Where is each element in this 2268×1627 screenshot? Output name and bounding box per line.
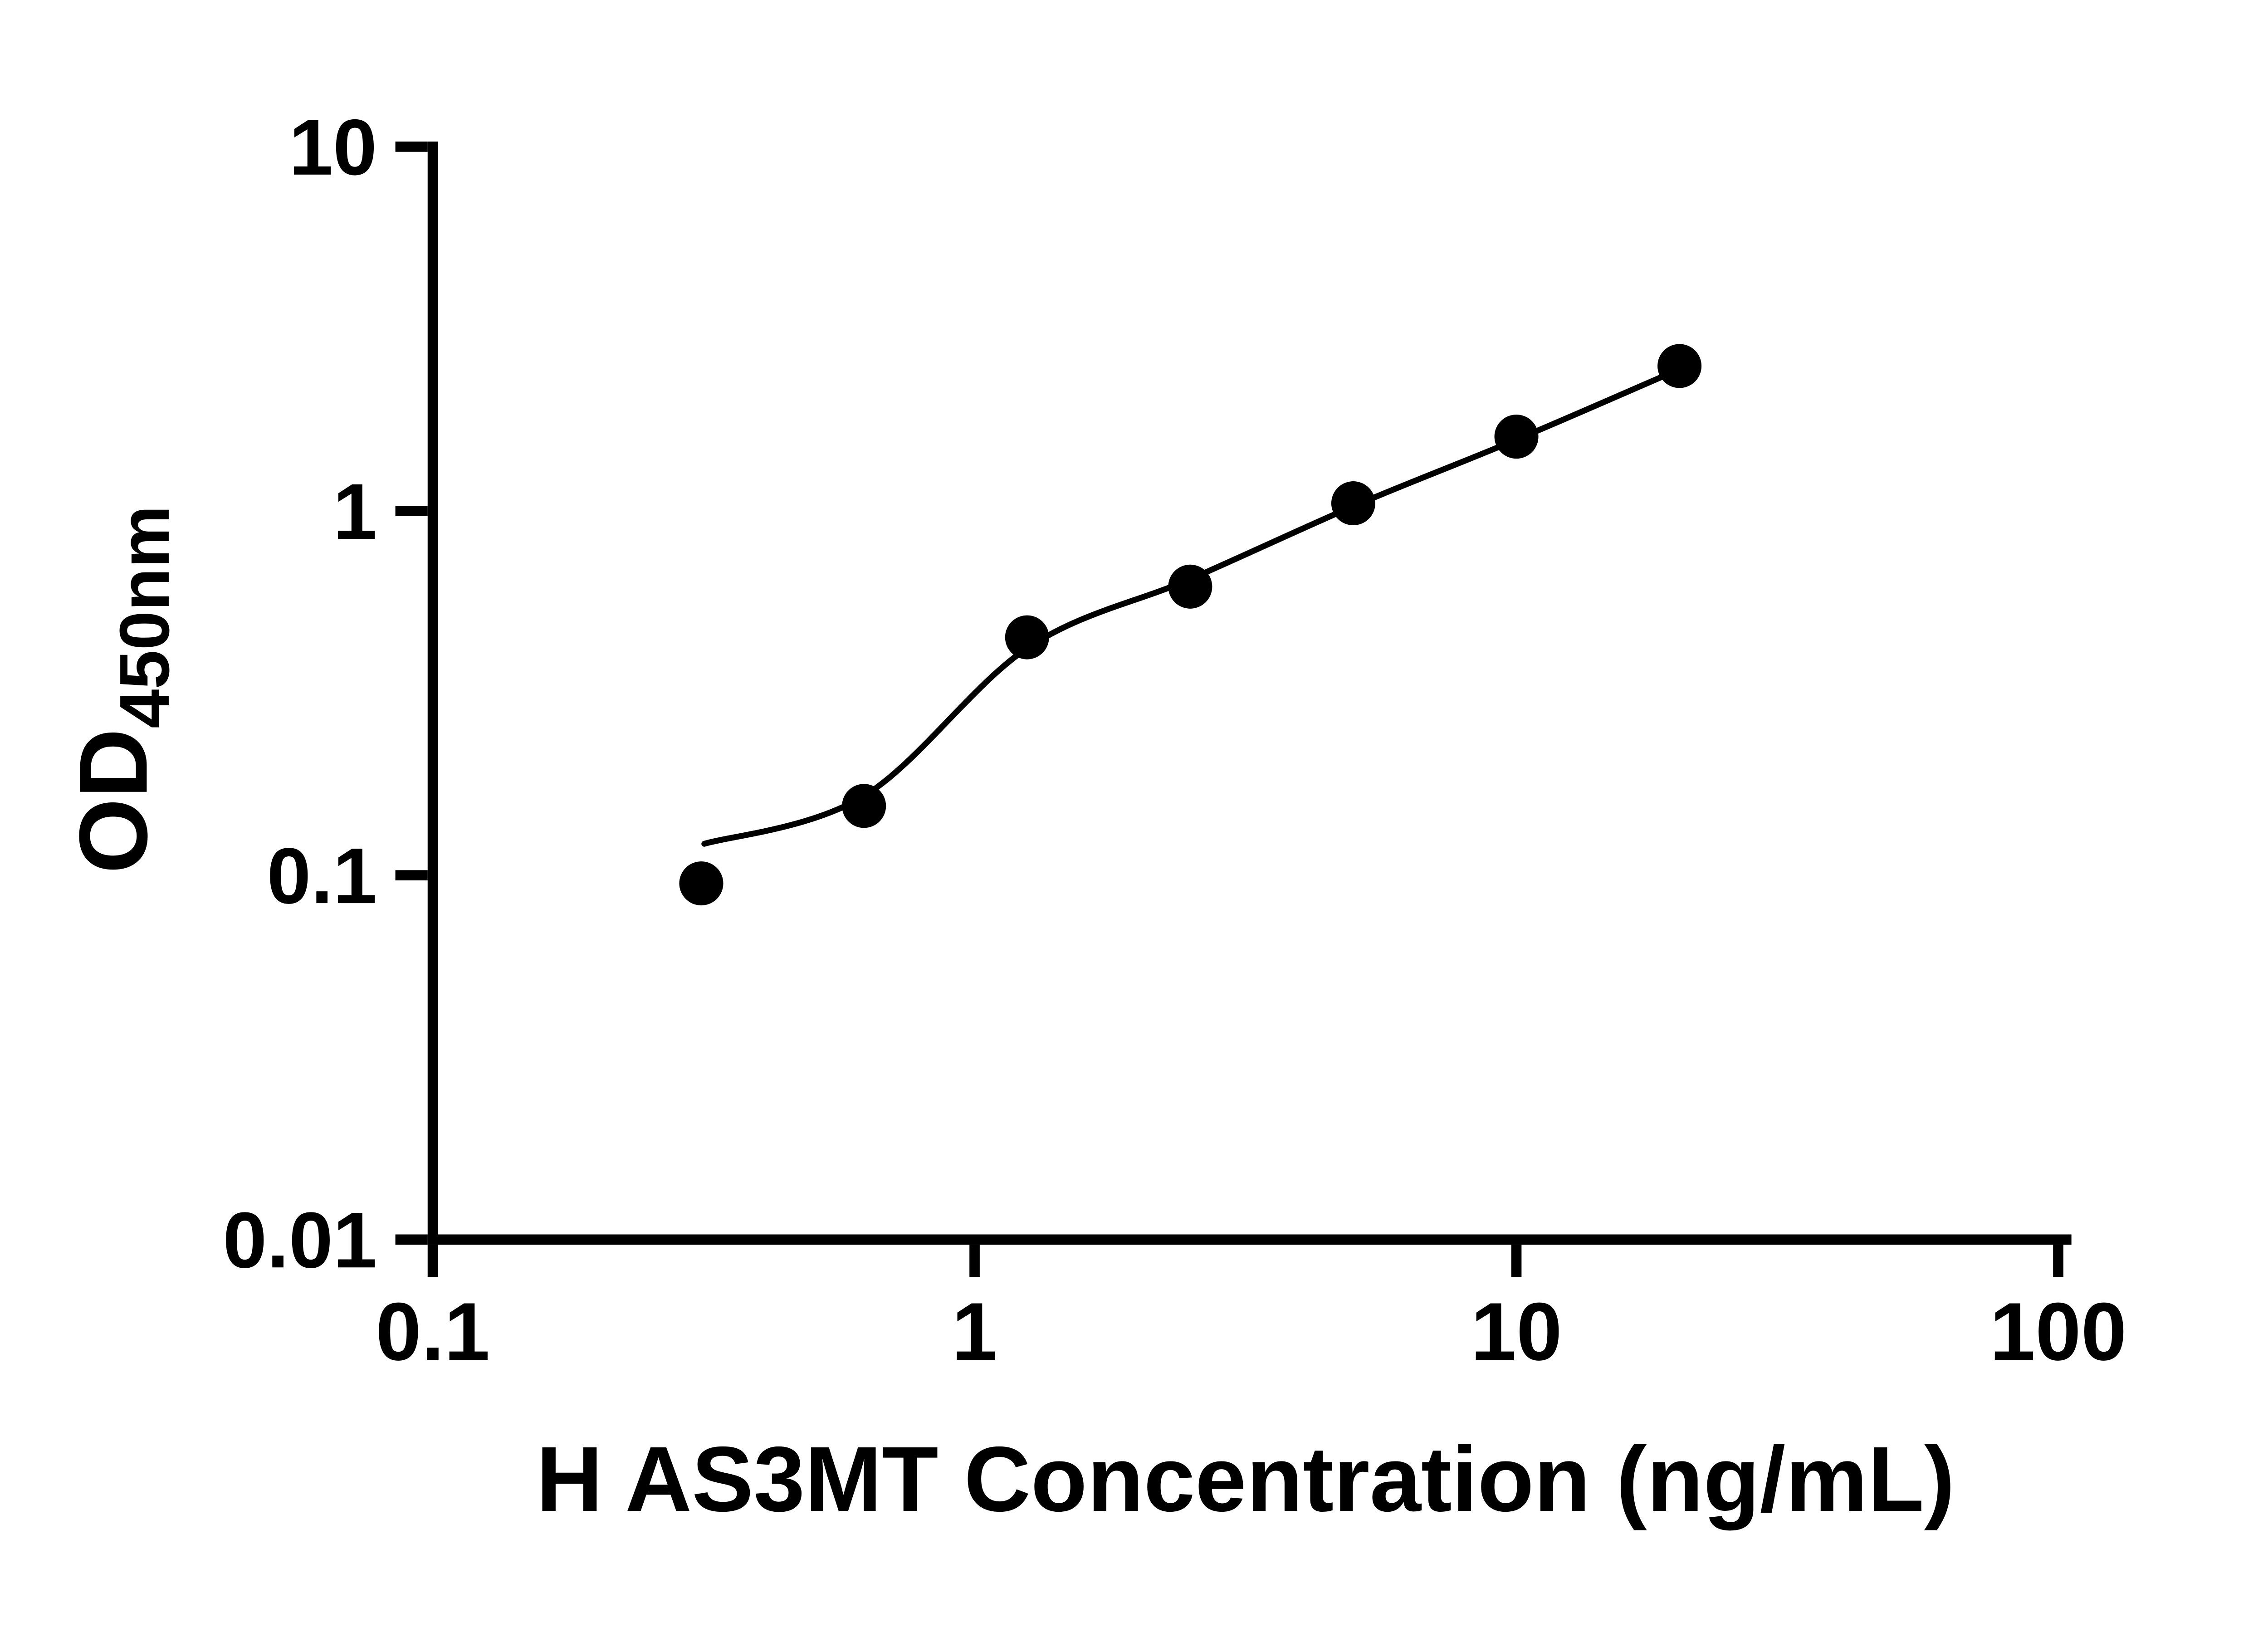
- data-point-5: [1494, 415, 1539, 459]
- y-axis-title-main: OD: [59, 728, 167, 874]
- data-point-6: [1657, 344, 1702, 388]
- y-tick-label-0: 10: [289, 103, 377, 192]
- y-axis-title-subscript: 450nm: [105, 505, 184, 728]
- x-axis-title: H AS3MT Concentration (ng/mL): [536, 1428, 1955, 1531]
- y-tick-label-3: 0.01: [223, 1196, 377, 1285]
- y-axis-title: OD450nm: [59, 505, 184, 874]
- y-tick-label-1: 1: [333, 468, 377, 556]
- data-point-4: [1331, 481, 1375, 526]
- data-point-1: [842, 784, 886, 828]
- data-point-3: [1168, 564, 1212, 609]
- data-point-0: [679, 861, 723, 906]
- x-tick-label-0: 0.1: [376, 1286, 490, 1378]
- x-tick-label-3: 100: [1989, 1286, 2126, 1378]
- x-tick-label-1: 1: [952, 1286, 997, 1378]
- data-point-2: [1005, 615, 1049, 660]
- x-tick-label-2: 10: [1471, 1286, 1562, 1378]
- y-tick-label-2: 0.1: [267, 832, 377, 920]
